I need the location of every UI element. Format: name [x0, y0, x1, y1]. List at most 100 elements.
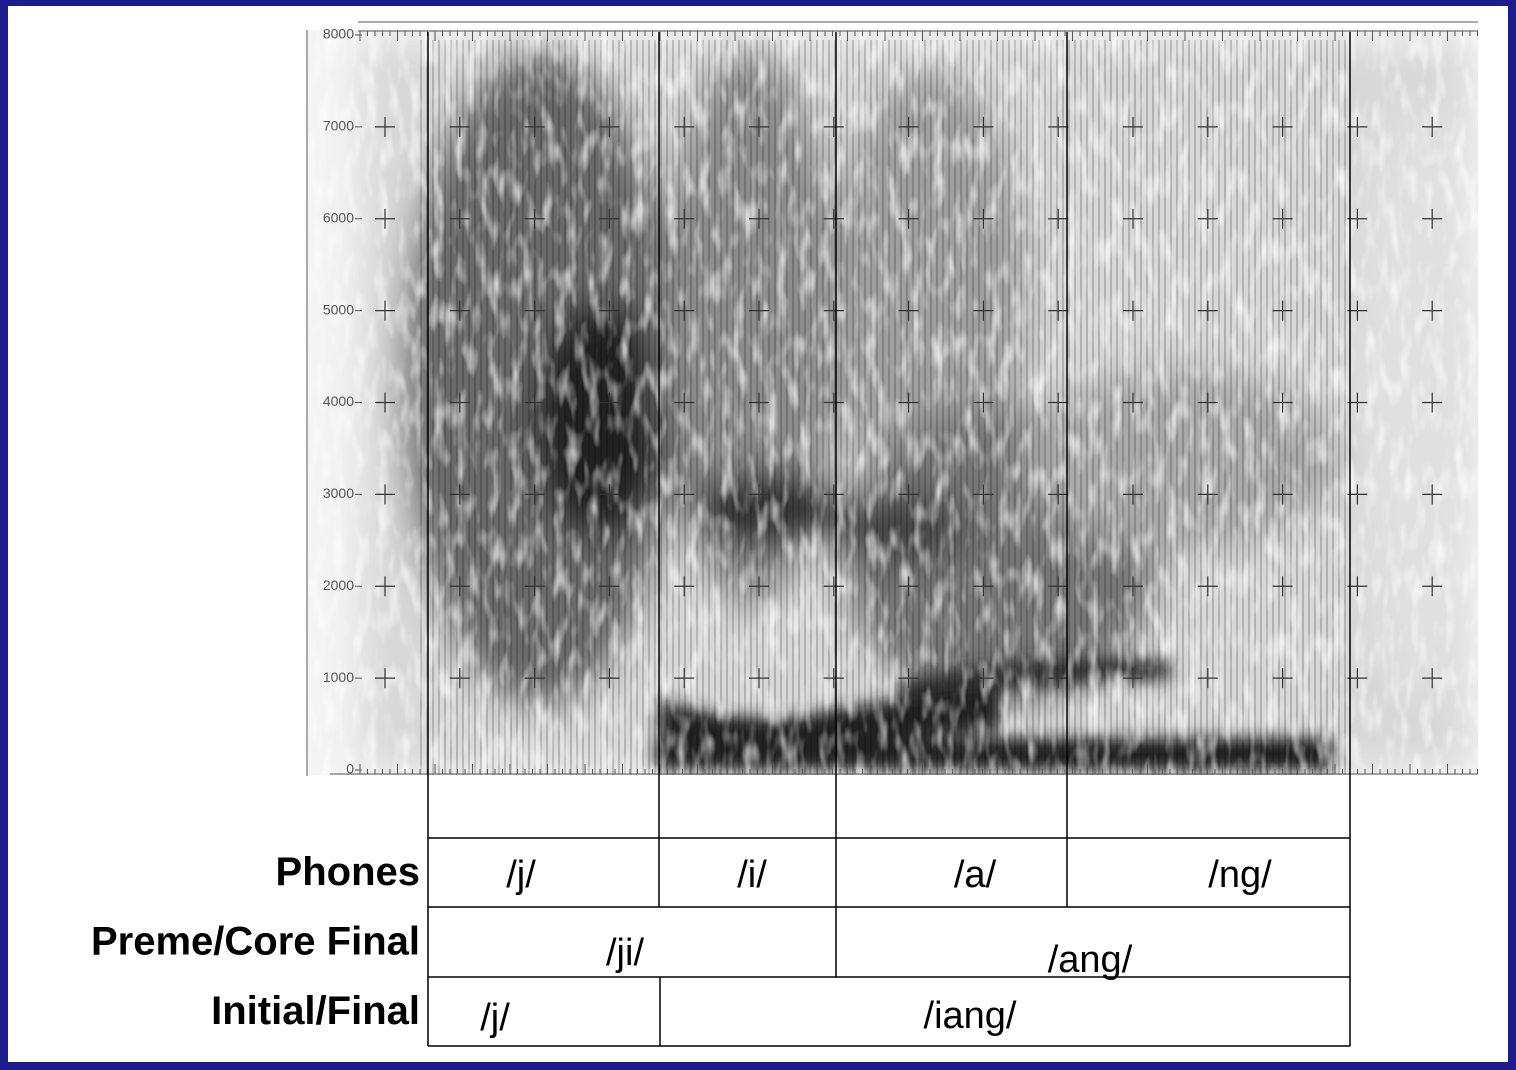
segment-label: /j/ [506, 854, 536, 896]
tier-row [427, 907, 1351, 978]
grid-cross [375, 300, 395, 321]
grid-cross [823, 116, 844, 137]
grid-cross [1123, 208, 1143, 229]
grid-cross [1422, 576, 1443, 597]
grid-cross [1197, 576, 1218, 597]
y-tick-label: 8000 [323, 26, 354, 42]
grid-cross [1272, 668, 1293, 689]
grid-cross [823, 668, 844, 689]
grid-cross [823, 392, 844, 413]
grid-cross [674, 484, 695, 505]
grid-cross [1123, 116, 1143, 137]
grid-crosses [359, 31, 1478, 774]
grid-cross [1048, 576, 1069, 597]
grid-cross [973, 208, 994, 229]
grid-cross [1272, 300, 1293, 321]
grid-cross [674, 116, 695, 137]
grid-cross [449, 116, 470, 137]
grid-cross [524, 116, 545, 137]
grid-cross [749, 484, 769, 505]
grid-cross [674, 300, 695, 321]
grid-cross [1422, 208, 1443, 229]
tier-label: Phones [276, 850, 420, 894]
grid-cross [599, 300, 620, 321]
grid-cross [524, 668, 545, 689]
y-tick-label: 0 [346, 761, 354, 777]
y-tick-label: 5000 [323, 301, 354, 317]
grid-cross [674, 576, 695, 597]
grid-cross [599, 392, 620, 413]
grid-cross [1197, 300, 1218, 321]
grid-cross [599, 668, 620, 689]
grid-cross [973, 576, 994, 597]
grid-cross [749, 116, 769, 137]
grid-cross [1422, 668, 1443, 689]
grid-cross [1048, 392, 1069, 413]
grid-cross [674, 668, 695, 689]
grid-cross [599, 208, 620, 229]
grid-cross [375, 116, 395, 137]
grid-cross [898, 116, 919, 137]
grid-cross [1422, 484, 1443, 505]
y-tick-label: 3000 [323, 485, 354, 501]
grid-cross [524, 576, 545, 597]
grid-cross [1048, 116, 1069, 137]
grid-cross [599, 484, 620, 505]
grid-cross [898, 484, 919, 505]
segment-label: /iang/ [924, 995, 1017, 1037]
grid-cross [375, 392, 395, 413]
grid-cross [1048, 668, 1069, 689]
grid-cross [898, 668, 919, 689]
y-ticks: 0 1000 2000 3000 4000 5000 6000 7000 8000 [323, 26, 362, 777]
boundaries [427, 32, 1351, 775]
grid-cross [1123, 392, 1143, 413]
grid-cross [898, 576, 919, 597]
grid-cross [449, 484, 470, 505]
segment-label: /ang/ [1048, 939, 1133, 981]
grid-cross [449, 668, 470, 689]
grid-cross [898, 300, 919, 321]
grid-cross [1197, 208, 1218, 229]
grid-cross [823, 208, 844, 229]
grid-cross [375, 484, 395, 505]
grid-cross [823, 300, 844, 321]
grid-cross [973, 392, 994, 413]
segment-label: /a/ [954, 854, 997, 896]
grid-cross [749, 392, 769, 413]
tier-row [427, 838, 1351, 908]
grid-cross [823, 484, 844, 505]
y-tick-label: 6000 [323, 209, 354, 225]
grid-cross [524, 392, 545, 413]
grid-cross [1123, 576, 1143, 597]
grid-cross [1048, 484, 1069, 505]
segment-label: /ji/ [606, 932, 644, 974]
tier-label: Preme/Core Final [91, 920, 420, 964]
grid-cross [1123, 484, 1143, 505]
tier-table: Phones/j/ /i/ /a/ /ng/Preme/Core Final/ji/ /… [91, 775, 1351, 1047]
spectrogram [308, 30, 1478, 775]
grid-cross [599, 116, 620, 137]
grid-cross [1272, 392, 1293, 413]
grid-cross [1272, 208, 1293, 229]
grid-cross [674, 392, 695, 413]
grid-cross [749, 300, 769, 321]
tier-label: Initial/Final [211, 989, 420, 1033]
grid-cross [375, 576, 395, 597]
grid-cross [973, 668, 994, 689]
grid-cross [599, 576, 620, 597]
grid-cross [973, 484, 994, 505]
grid-cross [449, 208, 470, 229]
empty-row [427, 775, 1351, 839]
grid-cross [898, 392, 919, 413]
grid-cross [1422, 116, 1443, 137]
grid-cross [973, 300, 994, 321]
y-tick-label: 7000 [323, 118, 354, 134]
grid-cross [1272, 116, 1293, 137]
grid-cross [1048, 300, 1069, 321]
grid-cross [1197, 484, 1218, 505]
grid-cross [524, 208, 545, 229]
grid-cross [749, 668, 769, 689]
grid-cross [1123, 300, 1143, 321]
grid-cross [1422, 392, 1443, 413]
